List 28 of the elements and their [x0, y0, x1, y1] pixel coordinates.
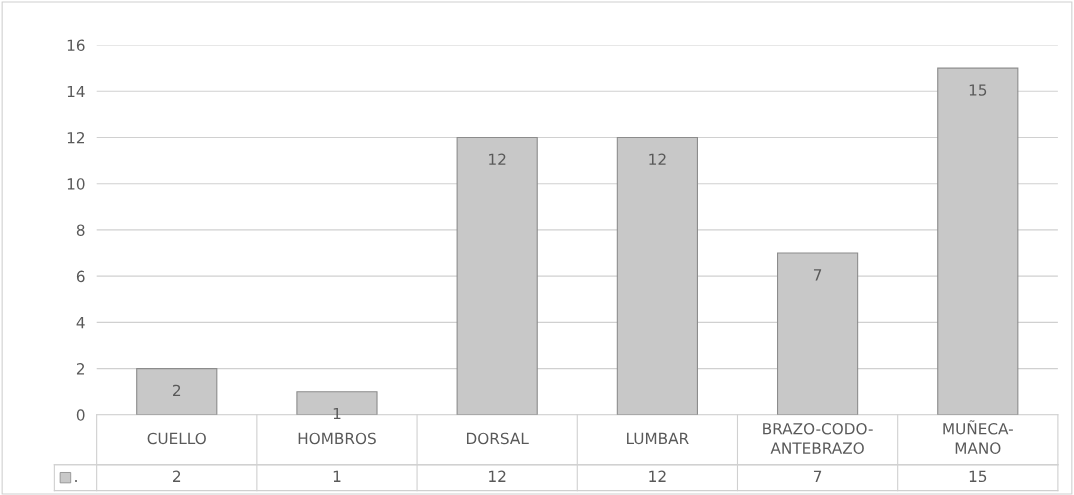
y-tick-label: 4 [76, 317, 85, 329]
x-tick-label: MUÑECA-MANO [943, 420, 1013, 454]
data-label: 12 [489, 153, 506, 165]
text: 7 [813, 470, 822, 482]
legend-label: . [75, 479, 77, 482]
y-tick-label: 12 [67, 131, 85, 144]
y-tick-label: 10 [67, 178, 85, 190]
y-tick-label: 14 [67, 85, 85, 98]
x-tick-label: HOMBROS [298, 432, 376, 445]
y-tick-label: 8 [76, 224, 85, 236]
y-tick-label: 0 [76, 409, 85, 421]
text: 12 [649, 470, 666, 482]
data-label: 1 [333, 407, 341, 420]
text: 1 [333, 470, 341, 482]
x-tick-label: BRAZO-CODO-ANTEBRAZO [763, 422, 873, 454]
y-tick-label: 6 [76, 270, 85, 283]
data-label: 7 [813, 269, 822, 281]
text: 15 [969, 470, 987, 483]
text: 12 [489, 470, 506, 482]
data-label: 2 [173, 384, 181, 396]
x-tick-label: DORSAL [466, 432, 529, 445]
y-tick-label: 16 [67, 39, 85, 52]
y-tick-label: 2 [76, 363, 85, 375]
data-label: 15 [969, 84, 987, 96]
x-tick-label: LUMBAR [627, 432, 689, 445]
data-label: 12 [649, 153, 666, 165]
x-tick-label: CUELLO [147, 432, 206, 445]
text: 2 [173, 470, 181, 482]
